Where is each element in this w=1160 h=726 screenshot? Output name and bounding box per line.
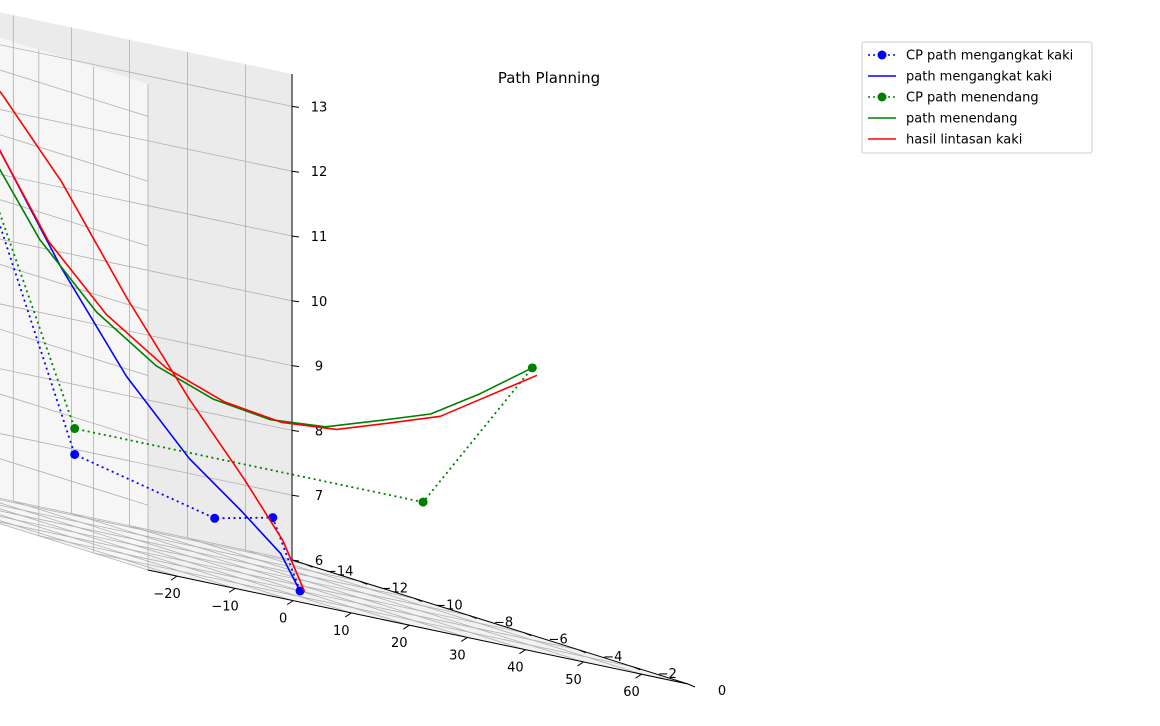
legend-entry: CP path menendang xyxy=(868,91,1039,106)
x-tick-label: −20 xyxy=(153,587,180,602)
series-line xyxy=(0,90,538,593)
data-series xyxy=(0,90,538,596)
z-gridline xyxy=(0,238,293,312)
x-tick-mark xyxy=(228,587,236,593)
y-tick-label: −10 xyxy=(435,598,462,613)
x-tick-label: 50 xyxy=(565,673,582,688)
legend-label: CP path mengangkat kaki xyxy=(906,49,1073,64)
tick-labels: −20 −10 0 10 20 30 40 50 60 0 −2 −4 −6 −8 −10 −12 −146 7 8… xyxy=(153,100,726,700)
y-tick-mark xyxy=(687,683,696,688)
x-gridline xyxy=(0,508,294,601)
series-line xyxy=(0,168,533,428)
y-gridline xyxy=(0,510,415,599)
data-point xyxy=(210,513,220,523)
z-tick-label: 9 xyxy=(315,360,323,375)
x-axis-line xyxy=(147,569,689,685)
y-tick-label: −12 xyxy=(381,581,408,596)
x-gridline xyxy=(0,520,178,577)
z-tick-mark xyxy=(291,494,300,497)
y-tick-mark xyxy=(523,632,532,637)
legend-label: hasil lintasan kaki xyxy=(906,133,1022,148)
chart-title: Path Planning xyxy=(498,69,600,87)
x-tick-mark xyxy=(519,649,526,655)
y-tick-label: −6 xyxy=(549,633,568,648)
y-tick-label: −4 xyxy=(603,650,622,665)
data-point xyxy=(70,449,80,459)
z-gridline xyxy=(0,109,293,182)
series-5 xyxy=(0,90,538,593)
z-tick-mark xyxy=(291,429,300,432)
legend-label: path menendang xyxy=(906,112,1018,127)
x-tick-label: 30 xyxy=(449,648,466,663)
legend-marker xyxy=(877,92,887,102)
z-tick-label: 8 xyxy=(315,424,323,439)
legend-marker xyxy=(877,50,887,60)
x-tick-label: 20 xyxy=(391,636,408,651)
z-tick-mark xyxy=(291,105,300,108)
legend-label: CP path menendang xyxy=(906,91,1039,106)
series-3 xyxy=(0,211,537,507)
y-tick-mark xyxy=(305,563,313,568)
z-tick-label: 6 xyxy=(315,554,323,569)
x-tick-label: 10 xyxy=(333,624,350,639)
x-tick-label: 0 xyxy=(279,612,287,627)
y-gridline xyxy=(0,504,361,582)
legend-label: path mengangkat kaki xyxy=(906,70,1052,85)
legend: CP path mengangkat kaki path mengangkat k… xyxy=(861,41,1093,154)
z-tick-mark xyxy=(291,365,300,368)
y-gridline xyxy=(0,521,525,634)
y-tick-mark xyxy=(414,598,423,602)
y-tick-mark xyxy=(633,666,641,671)
legend-entry: path mengangkat kaki xyxy=(868,70,1052,85)
z-tick-mark xyxy=(291,300,300,303)
y-tick-label: −2 xyxy=(658,667,677,682)
x-tick-label: 40 xyxy=(507,661,524,676)
z-gridline xyxy=(0,497,293,571)
z-tick-label: 13 xyxy=(311,100,328,115)
x-tick-label: 60 xyxy=(623,685,640,700)
z-tick-mark xyxy=(291,235,300,238)
z-tick-label: 10 xyxy=(311,295,328,310)
x-tick-mark xyxy=(286,600,294,606)
series-4 xyxy=(0,168,533,428)
legend-entry: path menendang xyxy=(868,112,1018,127)
y-tick-label: 0 xyxy=(718,684,726,699)
y-tick-mark xyxy=(360,580,368,585)
y-tick-label: −14 xyxy=(326,564,353,579)
axis-lines xyxy=(147,74,689,685)
x-tick-mark xyxy=(461,637,468,642)
z-gridline xyxy=(0,173,293,247)
z-tick-label: 12 xyxy=(311,165,328,180)
z-tick-mark xyxy=(291,559,300,562)
y-tick-label: −8 xyxy=(494,616,513,631)
x-tick-mark xyxy=(344,612,352,618)
y-gridline xyxy=(0,499,306,565)
x-gridline xyxy=(0,514,236,589)
x-gridline xyxy=(0,502,352,614)
data-point xyxy=(70,424,80,434)
y-tick-mark xyxy=(469,615,477,620)
legend-entry: hasil lintasan kaki xyxy=(868,133,1022,148)
series-line xyxy=(0,211,533,504)
legend-box xyxy=(861,41,1093,154)
z-tick-mark xyxy=(291,170,300,173)
x-tick-mark xyxy=(170,575,178,581)
x-tick-mark xyxy=(403,624,410,630)
x-tick-label: −10 xyxy=(211,599,238,614)
legend-entry: CP path mengangkat kaki xyxy=(868,49,1073,64)
z-gridline xyxy=(0,44,293,117)
z-gridline xyxy=(0,303,293,376)
data-point xyxy=(418,497,428,507)
x-tick-mark xyxy=(577,661,584,667)
x-tick-mark xyxy=(635,673,642,679)
left-wall-pane xyxy=(0,37,148,570)
z-gridline xyxy=(0,368,293,441)
y-axis-line xyxy=(291,559,689,685)
z-tick-label: 7 xyxy=(315,489,323,504)
z-tick-label: 11 xyxy=(311,230,328,245)
z-gridline xyxy=(0,433,293,506)
y-tick-mark xyxy=(578,649,586,654)
y-gridline xyxy=(0,516,470,616)
